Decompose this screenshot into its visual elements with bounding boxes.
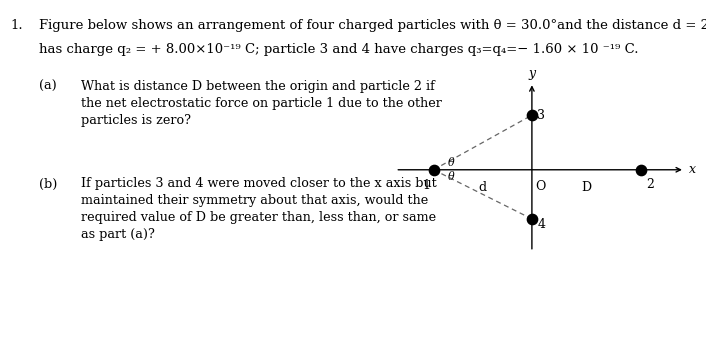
Point (428, 167, 439, 173)
Point (526, 112, 537, 118)
Text: θ: θ (448, 172, 455, 182)
Text: 2: 2 (647, 178, 654, 191)
Text: What is distance D between the origin and particle 2 if
the net electrostatic fo: What is distance D between the origin an… (81, 80, 442, 127)
Text: y: y (528, 67, 535, 80)
Text: O: O (536, 180, 546, 192)
Point (635, 167, 647, 173)
Text: If particles 3 and 4 were moved closer to the x axis but
maintained their symmet: If particles 3 and 4 were moved closer t… (81, 177, 437, 242)
Text: (b): (b) (39, 177, 57, 190)
Text: θ: θ (448, 158, 455, 168)
Point (526, 216, 537, 222)
Text: Figure below shows an arrangement of four charged particles with θ = 30.0°and th: Figure below shows an arrangement of fou… (39, 19, 706, 32)
Text: 3: 3 (537, 109, 545, 122)
Text: has charge q₂ = + 8.00×10⁻¹⁹ C; particle 3 and 4 have charges q₃=q₄=− 1.60 × 10 : has charge q₂ = + 8.00×10⁻¹⁹ C; particle… (39, 44, 638, 56)
Text: 4: 4 (537, 218, 545, 231)
Text: D: D (582, 181, 592, 194)
Text: x: x (689, 163, 696, 176)
Text: 1.: 1. (11, 19, 23, 32)
Text: (a): (a) (39, 80, 56, 93)
Text: 1: 1 (423, 179, 431, 192)
Text: d: d (479, 181, 487, 194)
